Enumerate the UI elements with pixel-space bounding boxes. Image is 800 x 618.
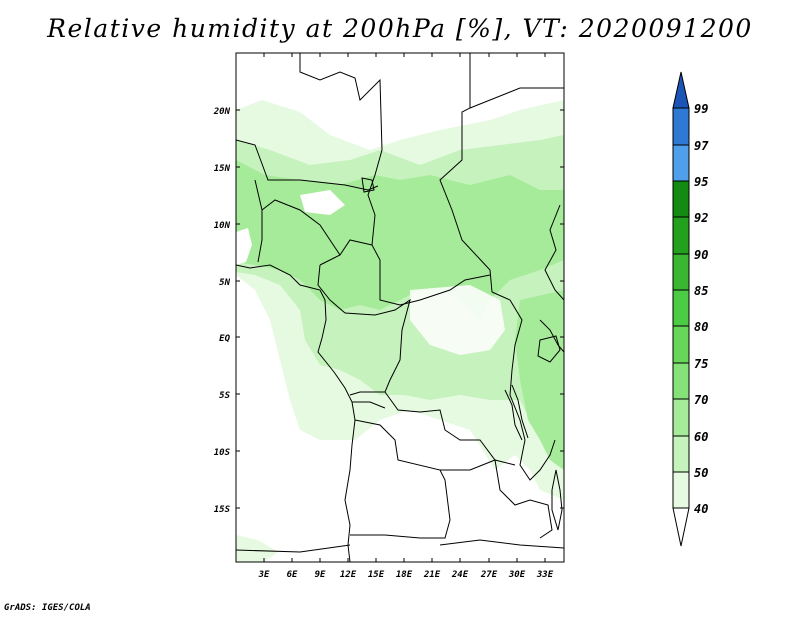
colorbar-label: 80 [694, 320, 708, 334]
border-east-africa [539, 204, 564, 353]
lake-chad [361, 177, 375, 193]
colorbar-top-arrow [672, 71, 690, 109]
humidity-band-east [515, 290, 564, 470]
borders [236, 53, 564, 562]
lon-label: 3E [258, 570, 270, 580]
border-drc-south [384, 391, 516, 466]
colorbar-segment [672, 362, 690, 400]
lon-label: 30E [508, 570, 526, 580]
lon-axis: 3E 6E 9E 12E 15E 18E 21E 24E 27E 30E 33E [258, 570, 554, 580]
lat-label: 15N [214, 164, 231, 174]
colorbar-label: 60 [694, 430, 708, 444]
colorbar-segment [672, 471, 690, 509]
border-zambia [440, 459, 553, 539]
lake-malawi [551, 469, 563, 531]
colorbar-segment [672, 325, 690, 364]
lon-label: 33E [536, 570, 554, 580]
colorbar-label: 75 [694, 357, 708, 371]
colorbar-segment [672, 180, 690, 218]
colorbar-segment [672, 289, 690, 327]
lake-victoria [537, 335, 561, 363]
colorbar-label: 92 [694, 211, 708, 225]
lon-label: 27E [480, 570, 498, 580]
border-egypt [469, 87, 564, 109]
colorbar-segment [672, 107, 690, 146]
colorbar-label: 70 [694, 393, 708, 407]
border-cameroon [317, 239, 373, 314]
border-drc-east [491, 291, 556, 481]
lon-label: 15E [368, 570, 385, 580]
lat-label: 20N [213, 107, 231, 117]
lat-label: 15S [214, 505, 231, 515]
humidity-field [236, 100, 564, 562]
colorbar [672, 71, 690, 547]
lat-label: EQ [219, 334, 230, 344]
lon-label: 6E [287, 570, 298, 580]
humidity-patch-sw [236, 535, 278, 562]
border-congo [344, 298, 411, 396]
southern-border [236, 539, 564, 553]
map-ticks [236, 53, 564, 562]
coastline-west-africa [236, 264, 356, 562]
credit-text: GrADS: IGES/COLA [4, 603, 91, 613]
border-sahel [236, 139, 379, 191]
lat-label: 10S [214, 448, 231, 458]
colorbar-segment [672, 216, 690, 255]
colorbar-label: 99 [694, 102, 708, 116]
lon-label: 24E [451, 570, 469, 580]
colorbar-segment [672, 253, 690, 291]
humidity-hole-3 [236, 228, 252, 265]
border-angola [350, 401, 451, 539]
colorbar-segment [672, 144, 690, 182]
lake-tanganyika [504, 384, 529, 441]
border-north-libya [299, 53, 383, 246]
map-frame [235, 52, 565, 563]
lat-label: 5N [219, 278, 230, 288]
colorbar-label: 40 [694, 502, 708, 516]
lon-label: 21E [423, 570, 441, 580]
lon-label: 12E [340, 570, 357, 580]
border-chad-sudan [439, 53, 493, 293]
colorbar-label: 95 [694, 175, 708, 189]
chart-title: Relative humidity at 200hPa [%], VT: 202… [47, 14, 753, 43]
colorbar-label: 90 [694, 248, 708, 262]
border-car [371, 244, 491, 306]
colorbar-segment [672, 398, 690, 437]
colorbar-bottom-arrow [672, 507, 690, 547]
colorbar-label: 50 [694, 466, 708, 480]
lon-label: 18E [396, 570, 413, 580]
humidity-hole-2 [300, 190, 345, 215]
colorbar-label: 97 [694, 139, 709, 153]
colorbar-labels: 99 97 95 92 90 85 80 75 70 60 50 40 [694, 102, 709, 516]
colorbar-segment [672, 435, 690, 473]
lat-axis: 20N 15N 10N 5N EQ 5S 10S 15S [213, 107, 231, 515]
lon-label: 9E [315, 570, 326, 580]
border-west-inland [254, 179, 341, 263]
lat-label: 10N [214, 221, 231, 231]
colorbar-label: 85 [694, 284, 708, 298]
lat-label: 5S [219, 391, 230, 401]
humidity-hole-1 [410, 285, 505, 355]
